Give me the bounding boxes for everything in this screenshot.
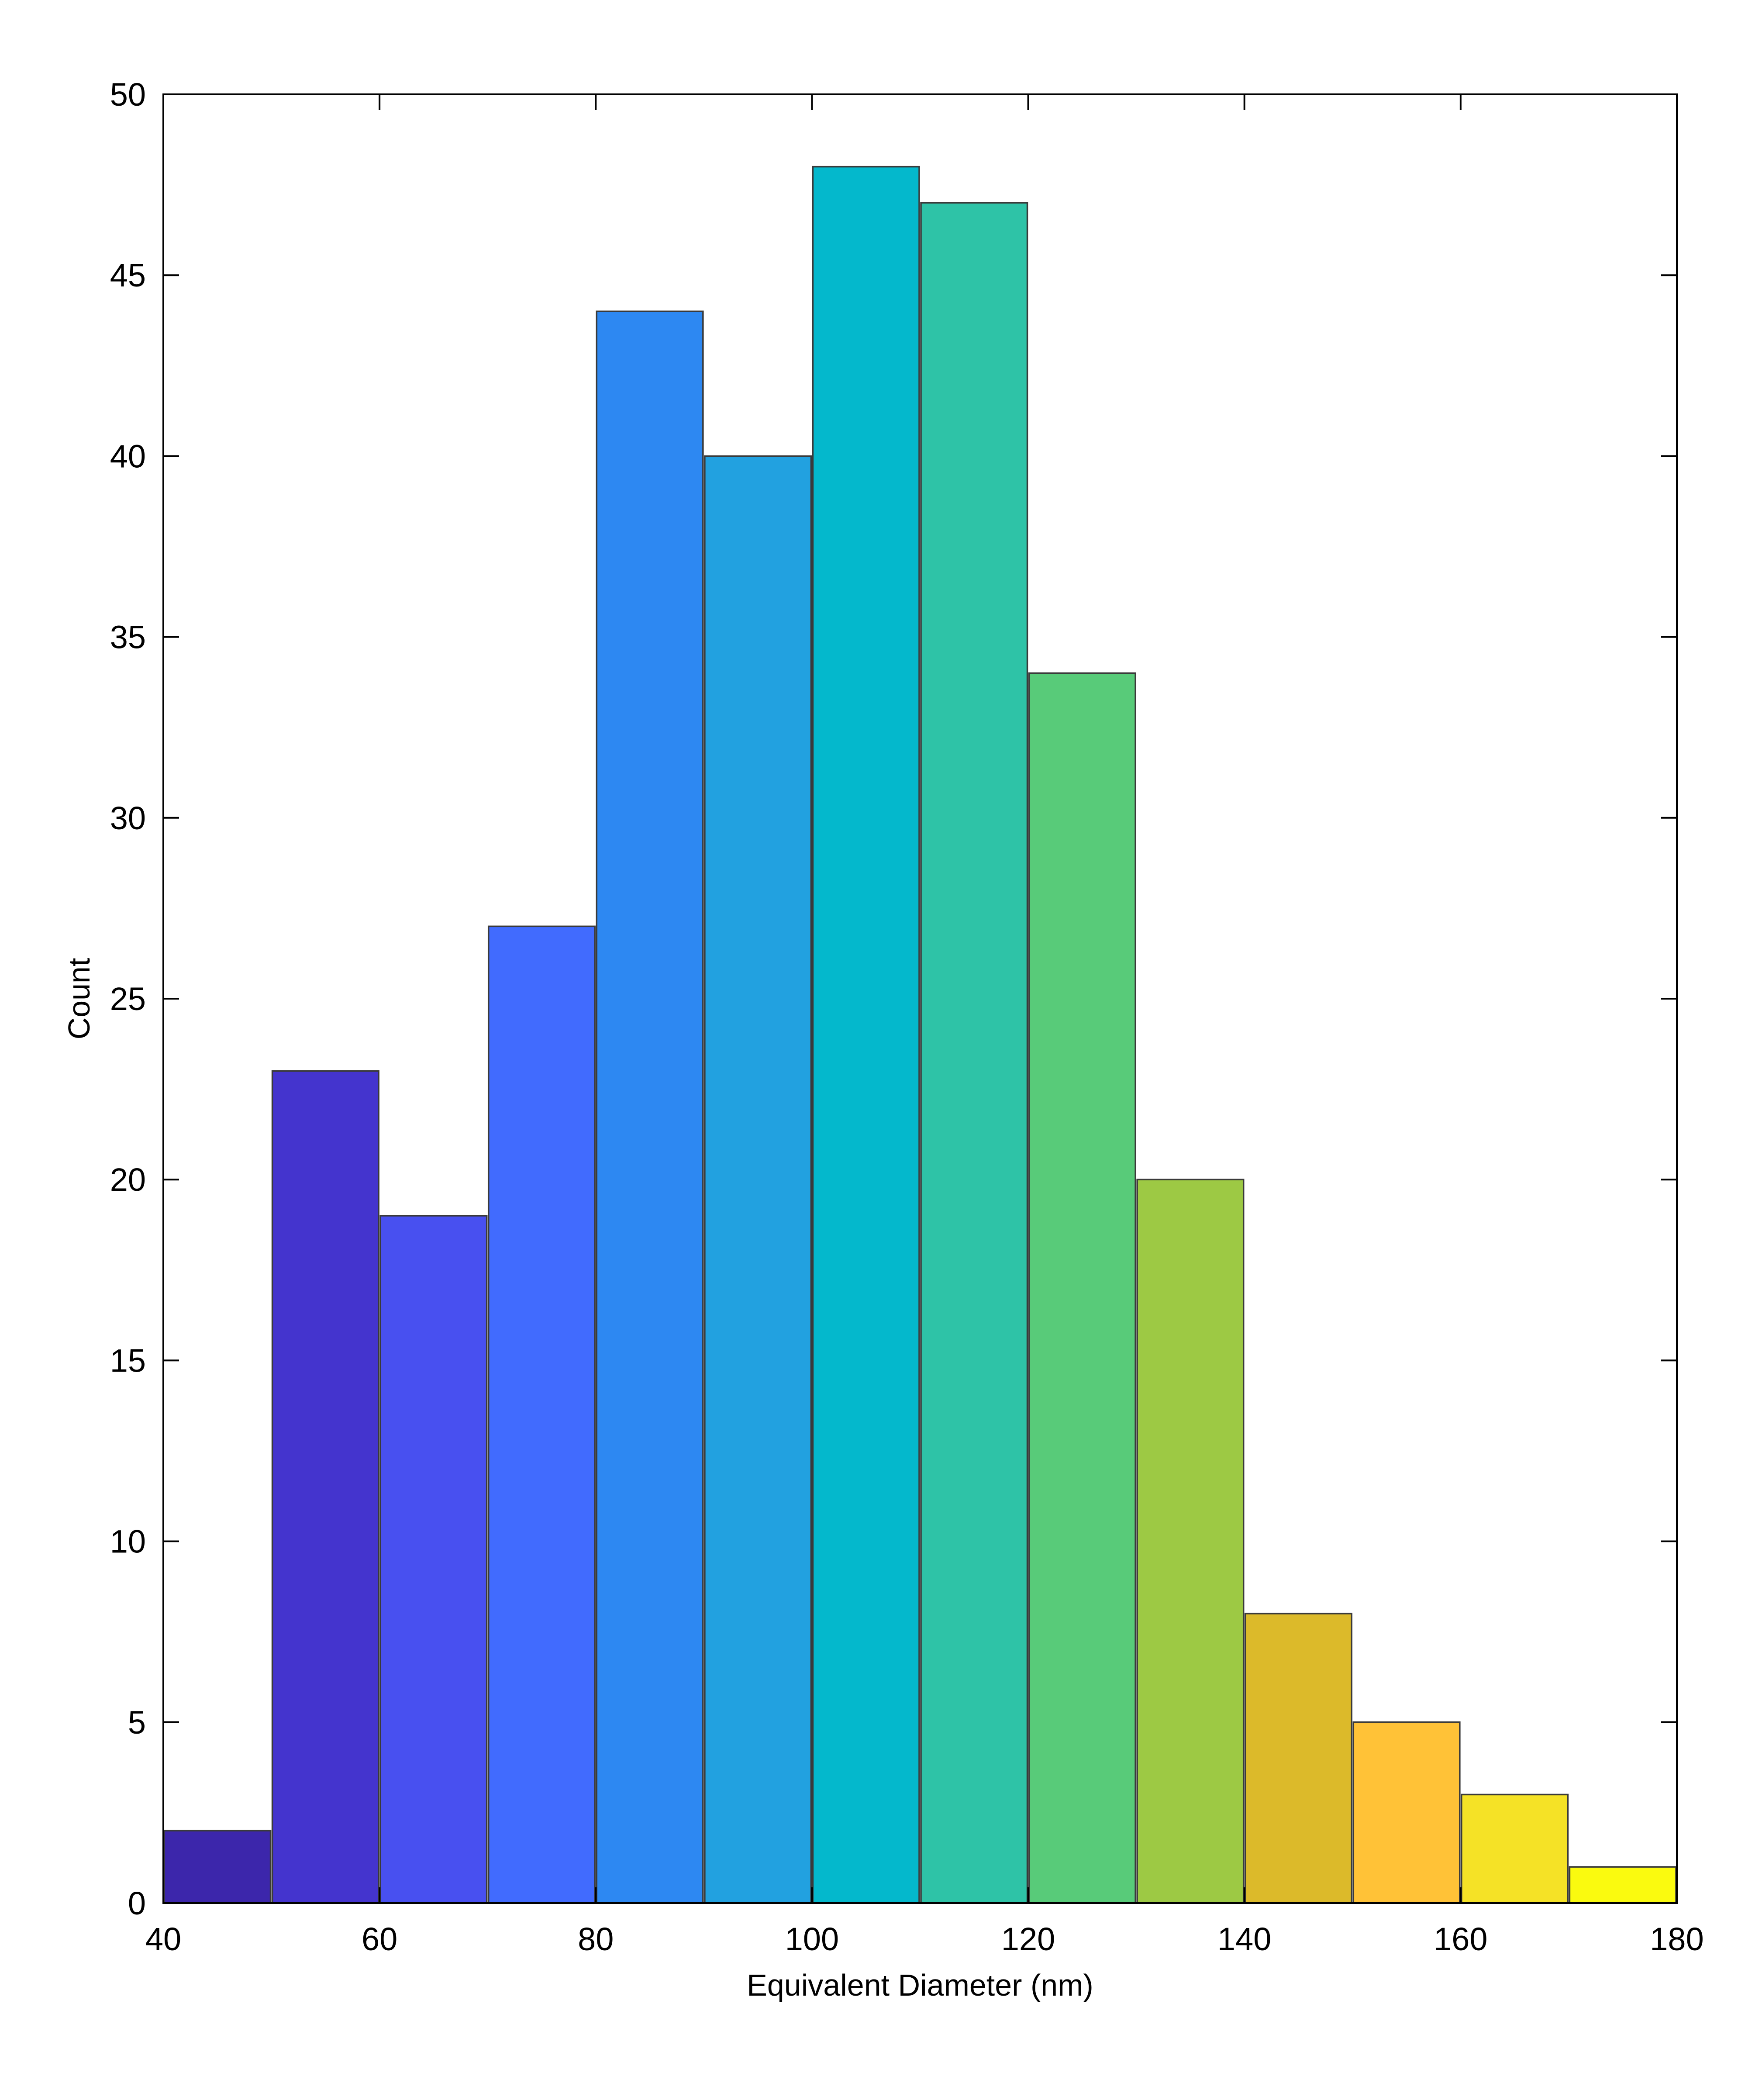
x-tick-label-100: 100: [785, 1921, 839, 1957]
y-tick-label-50: 50: [110, 76, 146, 113]
ticks-group: 40 60 80 100 120 140 160 180 0 5 10 15 20 25 30 35 40 45 5…: [110, 76, 1704, 1957]
y-tick-label-15: 15: [110, 1342, 146, 1379]
axes-frame: [162, 93, 1678, 1904]
histogram-bar-130-140: [1136, 1179, 1245, 1904]
y-tick-label-25: 25: [110, 981, 146, 1017]
histogram-bar-140-150: [1244, 1613, 1353, 1904]
histogram-bar-60-70: [379, 1215, 488, 1904]
y-tick-label-20: 20: [110, 1162, 146, 1198]
histogram-bar-90-100: [704, 455, 812, 1904]
x-tick-label-160: 160: [1434, 1921, 1487, 1957]
histogram-bar-70-80: [487, 925, 596, 1904]
histogram-bar-170-180: [1569, 1866, 1677, 1904]
histogram-bar-100-110: [812, 166, 920, 1904]
histogram-bar-160-170: [1461, 1793, 1569, 1904]
x-tick-label-40: 40: [145, 1921, 181, 1957]
y-axis-label: Count: [62, 958, 96, 1040]
x-tick-label-120: 120: [1001, 1921, 1055, 1957]
histogram-bar-40-50: [163, 1830, 272, 1904]
x-tick-label-80: 80: [578, 1921, 614, 1957]
histogram-bar-150-160: [1352, 1721, 1461, 1904]
x-axis-label: Equivalent Diameter (nm): [747, 1968, 1093, 2002]
histogram-bar-110-120: [920, 202, 1028, 1904]
y-tick-label-30: 30: [110, 800, 146, 836]
histogram-bar-120-130: [1028, 672, 1136, 1904]
y-tick-label-0: 0: [128, 1885, 146, 1921]
y-tick-label-10: 10: [110, 1524, 146, 1560]
bars-group: [163, 166, 1677, 1904]
y-tick-label-35: 35: [110, 619, 146, 655]
y-tick-label-45: 45: [110, 257, 146, 293]
x-tick-label-140: 140: [1217, 1921, 1271, 1957]
histogram-bar-80-90: [596, 310, 704, 1904]
y-tick-label-5: 5: [128, 1704, 146, 1741]
y-tick-label-40: 40: [110, 438, 146, 474]
x-tick-label-60: 60: [362, 1921, 397, 1957]
histogram-bar-50-60: [271, 1070, 379, 1904]
x-tick-label-180: 180: [1650, 1921, 1703, 1957]
